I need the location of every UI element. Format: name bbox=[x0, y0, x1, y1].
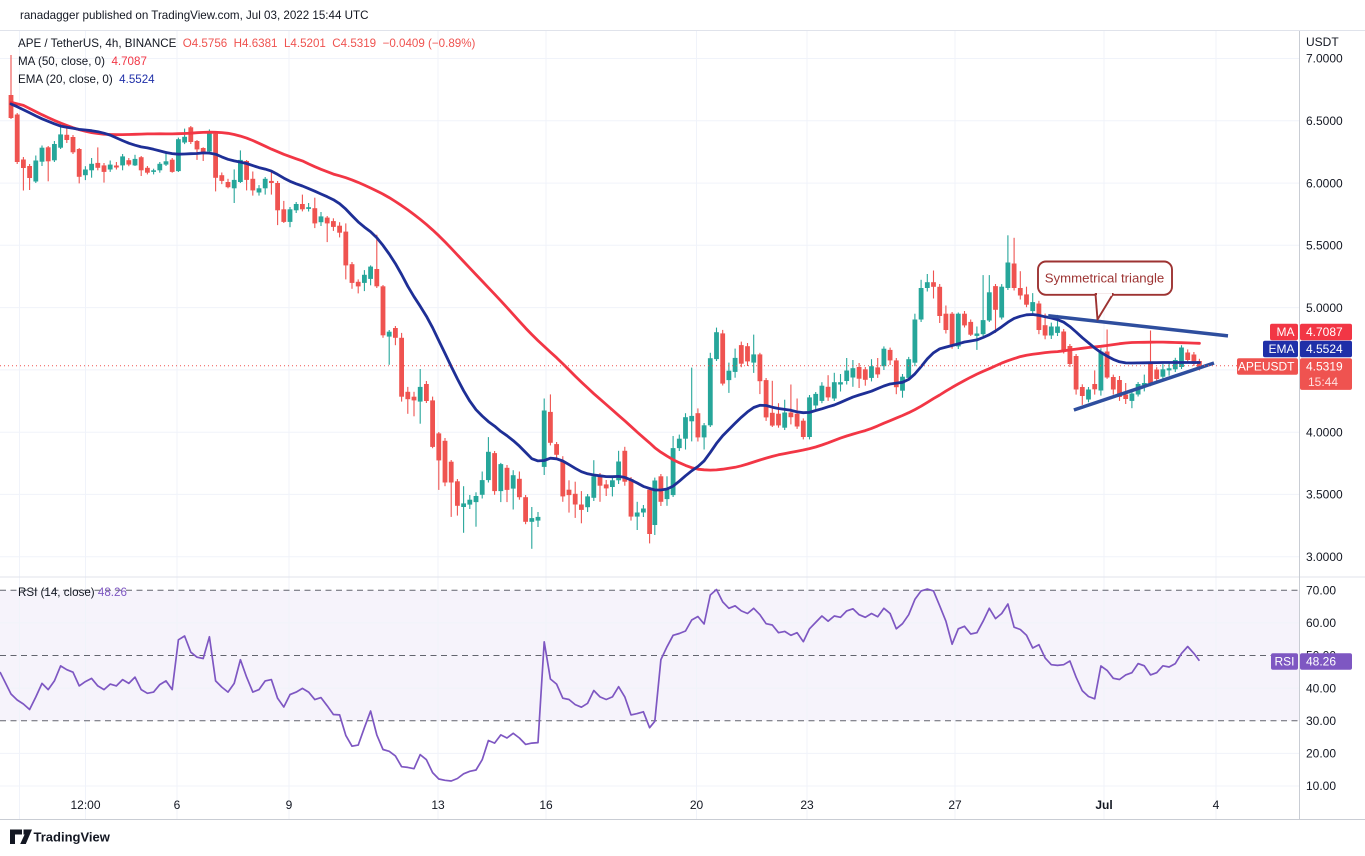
svg-text:7.0000: 7.0000 bbox=[1306, 52, 1343, 66]
svg-text:6: 6 bbox=[174, 798, 181, 812]
svg-text:12:00: 12:00 bbox=[70, 798, 100, 812]
svg-text:6.5000: 6.5000 bbox=[1306, 114, 1343, 128]
svg-text:4.5319: 4.5319 bbox=[1306, 360, 1343, 374]
svg-text:3.0000: 3.0000 bbox=[1306, 550, 1343, 564]
svg-text:EMA: EMA bbox=[1268, 342, 1294, 356]
svg-text:TradingView: TradingView bbox=[34, 830, 111, 845]
svg-text:23: 23 bbox=[800, 798, 814, 812]
svg-text:USDT: USDT bbox=[1306, 35, 1339, 49]
svg-text:4.5524: 4.5524 bbox=[1306, 342, 1343, 356]
svg-text:Jul: Jul bbox=[1095, 798, 1112, 812]
svg-text:20: 20 bbox=[690, 798, 704, 812]
svg-text:APEUSDT: APEUSDT bbox=[1238, 360, 1295, 374]
svg-text:4.0000: 4.0000 bbox=[1306, 425, 1343, 439]
svg-text:3.5000: 3.5000 bbox=[1306, 488, 1343, 502]
svg-text:ranadagger published on Tradin: ranadagger published on TradingView.com,… bbox=[20, 9, 368, 22]
svg-text:13: 13 bbox=[431, 798, 445, 812]
svg-text:5.5000: 5.5000 bbox=[1306, 239, 1343, 253]
svg-text:5.0000: 5.0000 bbox=[1306, 301, 1343, 315]
svg-text:MA: MA bbox=[1277, 325, 1295, 339]
svg-text:RSI (14, close) 48.26: RSI (14, close) 48.26 bbox=[18, 586, 127, 599]
svg-text:EMA (20, close, 0) 4.5524: EMA (20, close, 0) 4.5524 bbox=[18, 73, 155, 86]
svg-text:Symmetrical triangle: Symmetrical triangle bbox=[1045, 271, 1164, 286]
svg-text:30.00: 30.00 bbox=[1306, 714, 1336, 728]
svg-text:27: 27 bbox=[948, 798, 962, 812]
svg-text:40.00: 40.00 bbox=[1306, 681, 1336, 695]
svg-text:9: 9 bbox=[286, 798, 293, 812]
svg-text:70.00: 70.00 bbox=[1306, 584, 1336, 598]
svg-text:10.00: 10.00 bbox=[1306, 779, 1336, 793]
svg-text:RSI: RSI bbox=[1274, 655, 1294, 669]
svg-text:60.00: 60.00 bbox=[1306, 616, 1336, 630]
svg-text:APE / TetherUS, 4h, BINANCE O: APE / TetherUS, 4h, BINANCE O4.5756 H4.6… bbox=[18, 37, 476, 50]
svg-text:6.0000: 6.0000 bbox=[1306, 176, 1343, 190]
svg-text:MA (50, close, 0) 4.7087: MA (50, close, 0) 4.7087 bbox=[18, 55, 147, 68]
svg-text:48.26: 48.26 bbox=[1306, 655, 1336, 669]
svg-text:15:44: 15:44 bbox=[1308, 375, 1338, 389]
svg-text:16: 16 bbox=[539, 798, 553, 812]
svg-text:4: 4 bbox=[1213, 798, 1220, 812]
svg-text:20.00: 20.00 bbox=[1306, 747, 1336, 761]
svg-text:4.7087: 4.7087 bbox=[1306, 325, 1343, 339]
